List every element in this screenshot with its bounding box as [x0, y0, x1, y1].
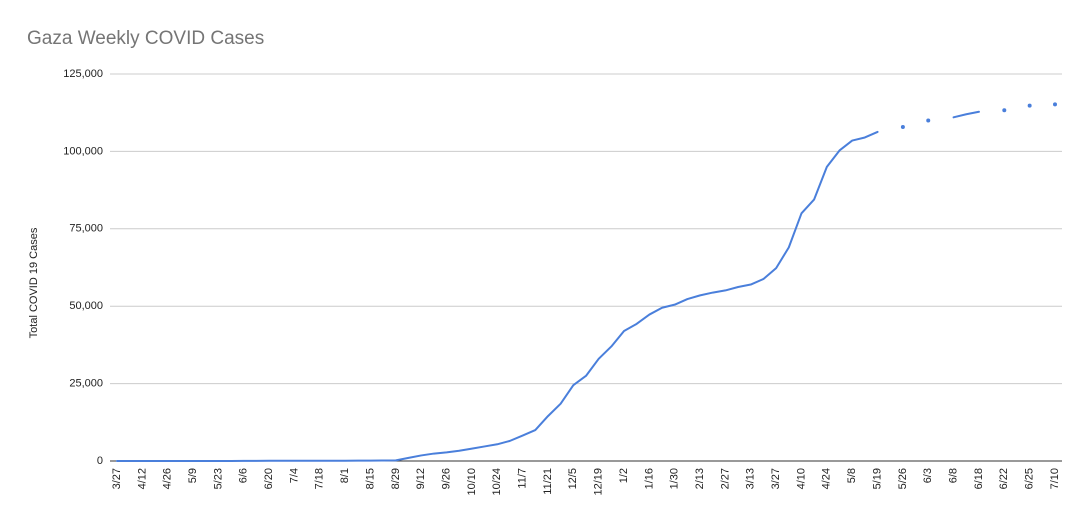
- x-tick-label: 10/10: [466, 468, 478, 496]
- x-tick-label: 5/23: [212, 468, 224, 489]
- x-tick-label: 6/6: [238, 468, 250, 483]
- x-tick-label: 4/12: [136, 468, 148, 489]
- x-tick-label: 5/26: [897, 468, 909, 489]
- x-tick-label: 9/12: [415, 468, 427, 489]
- x-tick-label: 6/20: [263, 468, 275, 489]
- line-dots: [900, 102, 1057, 129]
- x-tick-label: 5/9: [187, 468, 199, 483]
- y-tick-label: 100,000: [63, 145, 103, 157]
- x-tick-label: 4/10: [795, 468, 807, 489]
- x-tick-label: 3/27: [770, 468, 782, 489]
- y-tick-label: 75,000: [69, 223, 103, 235]
- x-tick-label: 11/7: [517, 468, 529, 489]
- x-tick-label: 12/19: [593, 468, 605, 496]
- x-tick-label: 3/13: [745, 468, 757, 489]
- y-tick-label: 125,000: [63, 68, 103, 80]
- x-tick-label: 1/30: [669, 468, 681, 489]
- x-tick-label: 6/22: [998, 468, 1010, 489]
- x-tick-label: 9/26: [440, 468, 452, 489]
- x-tick-label: 2/27: [719, 468, 731, 489]
- x-tick-label: 5/19: [871, 468, 883, 489]
- y-tick-label: 50,000: [69, 300, 103, 312]
- x-tick-label: 6/8: [948, 468, 960, 483]
- x-tick-label: 7/10: [1049, 468, 1061, 489]
- x-tick-label: 10/24: [491, 468, 503, 496]
- chart-title: Gaza Weekly COVID Cases: [27, 28, 264, 49]
- y-tick-label: 0: [97, 455, 103, 467]
- x-tick-label: 3/27: [111, 468, 123, 489]
- x-tick-label: 7/4: [288, 468, 300, 483]
- x-tick-label: 5/8: [846, 468, 858, 483]
- x-tick-label: 8/1: [339, 468, 351, 483]
- x-tick-label: 1/16: [643, 468, 655, 489]
- y-axis-label: Total COVID 19 Cases: [28, 227, 40, 338]
- x-tick-label: 4/24: [821, 468, 833, 489]
- x-tick-label: 6/3: [922, 468, 934, 483]
- x-tick-label: 11/21: [542, 468, 554, 495]
- x-tick-label: 6/25: [1024, 468, 1036, 489]
- x-tick-label: 7/18: [314, 468, 326, 489]
- x-tick-label: 6/18: [973, 468, 985, 489]
- x-tick-label: 4/26: [162, 468, 174, 489]
- x-tick-label: 1/2: [618, 468, 630, 483]
- x-tick-label: 8/29: [390, 468, 402, 489]
- x-tick-label: 2/13: [694, 468, 706, 489]
- x-tick-label: 12/5: [567, 468, 579, 489]
- y-tick-label: 25,000: [69, 378, 103, 390]
- x-tick-label: 8/15: [364, 468, 376, 489]
